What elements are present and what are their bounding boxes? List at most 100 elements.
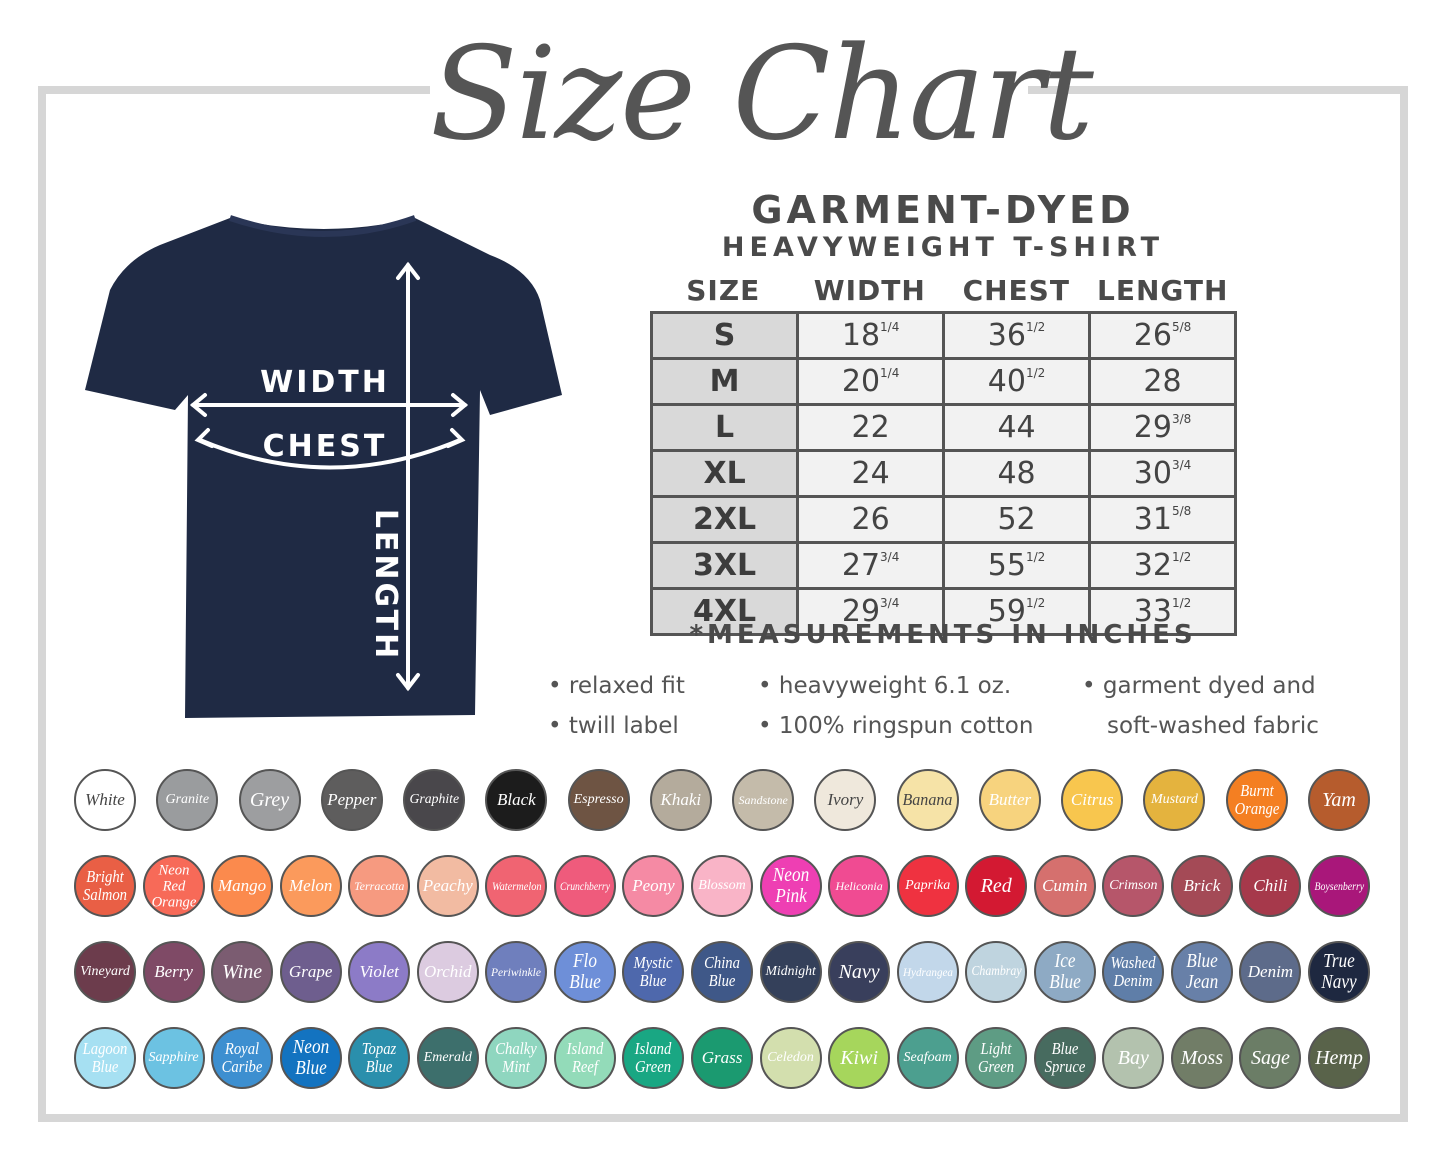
color-swatch-royal-caribe: Royal Caribe [211, 1027, 274, 1089]
swatch-label: Peony [632, 876, 675, 896]
color-swatch-neon-pink: Neon Pink [759, 855, 822, 917]
color-swatch-peony: Peony [622, 855, 685, 917]
header-length: LENGTH [1097, 274, 1229, 307]
fraction-value: 3/4 [880, 596, 900, 610]
swatch-label: Butter [988, 790, 1032, 810]
color-swatch-periwinkle: Periwinkle [485, 941, 548, 1003]
swatch-label: Mustard [1150, 791, 1198, 807]
swatch-label: China Blue [704, 953, 740, 990]
color-swatch-true-navy: True Navy [1308, 941, 1370, 1003]
color-swatch-melon: Melon [279, 855, 342, 917]
whole-value: 28 [1143, 364, 1182, 399]
fraction-value: 3/8 [1171, 412, 1192, 426]
chest-cell: 401/2 [942, 357, 1092, 406]
color-swatch-island-green: Island Green [622, 1027, 685, 1089]
color-swatch-bay: Bay [1102, 1027, 1165, 1089]
swatch-label: Washed Denim [1110, 953, 1156, 990]
color-swatch-neon-red-orange: Neon Red Orange [142, 855, 205, 917]
swatch-label: Grass [701, 1048, 743, 1068]
color-swatch-seafoam: Seafoam [896, 1027, 959, 1089]
whole-value: 30 [1133, 456, 1172, 491]
length-cell: 331/2 [1088, 587, 1237, 636]
width-cell: 273/4 [796, 541, 946, 590]
whole-value: 40 [987, 364, 1026, 399]
swatch-label: Chalky Mint [495, 1039, 538, 1076]
swatch-label: Black [496, 790, 536, 810]
fraction-value: 1/2 [1025, 596, 1046, 610]
swatch-label: Heliconia [835, 878, 883, 893]
table-row: S 181/4 361/2 265/8 [649, 311, 1237, 360]
whole-value: 55 [987, 548, 1026, 583]
swatch-label: Yam [1322, 788, 1356, 811]
whole-value: 24 [851, 456, 890, 491]
color-swatch-berry: Berry [142, 941, 205, 1003]
length-cell: 293/8 [1088, 403, 1237, 452]
size-cell: L [649, 403, 800, 452]
swatch-label: Kiwi [840, 1046, 878, 1069]
fraction-value: 1/2 [1025, 550, 1046, 564]
swatch-label: Blue Spruce [1044, 1039, 1086, 1076]
color-swatch-burnt-orange: Burnt Orange [1225, 769, 1288, 831]
color-swatch-navy: Navy [828, 941, 891, 1003]
swatch-label: Seafoam [903, 1049, 952, 1065]
size-cell: 4XL [649, 587, 800, 636]
length-cell: 265/8 [1088, 311, 1237, 360]
swatch-label: Boysenberry [1314, 878, 1364, 893]
fraction-value: 1/2 [1171, 550, 1192, 564]
swatch-label: Granite [165, 791, 210, 807]
swatch-label: Moss [1180, 1046, 1223, 1069]
color-swatch-khaki: Khaki [649, 769, 712, 831]
color-swatch-white: White [74, 769, 136, 831]
swatch-label: Ice Blue [1048, 950, 1081, 993]
color-swatch-grape: Grape [279, 941, 342, 1003]
whole-value: 33 [1133, 594, 1172, 629]
swatch-label: True Navy [1321, 950, 1357, 993]
whole-value: 22 [851, 410, 890, 445]
color-swatch-citrus: Citrus [1061, 769, 1124, 831]
fraction-value: 1/4 [880, 320, 900, 334]
length-cell: 315/8 [1088, 495, 1237, 544]
color-swatch-grey: Grey [238, 769, 301, 831]
swatch-label: Sandstone [738, 792, 788, 807]
color-swatch-blue-jean: Blue Jean [1170, 941, 1233, 1003]
whole-value: 36 [987, 318, 1026, 353]
color-swatch-celedon: Celedon [759, 1027, 822, 1089]
swatch-label: Burnt Orange [1234, 781, 1280, 818]
color-swatch-yam: Yam [1308, 769, 1370, 831]
size-cell: 2XL [649, 495, 800, 544]
color-swatch-heliconia: Heliconia [828, 855, 891, 917]
header-width: WIDTH [813, 274, 926, 307]
color-swatch-ivory: Ivory [814, 769, 877, 831]
color-swatch-black: Black [485, 769, 548, 831]
color-swatch-moss: Moss [1170, 1027, 1233, 1089]
color-swatch-chili: Chili [1239, 855, 1302, 917]
whole-value: 26 [1133, 318, 1172, 353]
whole-value: 29 [1133, 410, 1172, 445]
swatch-label: Peachy [422, 876, 473, 896]
swatch-label: Crunchberry [559, 878, 610, 893]
whole-value: 18 [841, 318, 881, 353]
length-label: LENGTH [368, 509, 403, 661]
swatch-label: Celedon [767, 1049, 814, 1065]
width-cell: 201/4 [796, 357, 946, 406]
swatch-label: Khaki [660, 790, 702, 810]
swatch-label: Cumin [1042, 876, 1088, 896]
width-cell: 22 [796, 403, 946, 452]
fraction-value: 5/8 [1171, 504, 1192, 518]
product-line1: GARMENT-DYED [751, 188, 1135, 232]
color-swatch-sage: Sage [1239, 1027, 1302, 1089]
swatch-label: Island Green [635, 1039, 672, 1076]
fraction-value: 1/2 [1025, 320, 1046, 334]
swatch-label: Midnight [765, 963, 816, 979]
swatch-label: Flo Blue [569, 950, 601, 993]
color-swatch-chalky-mint: Chalky Mint [485, 1027, 548, 1089]
swatch-label: Topaz Blue [361, 1039, 397, 1076]
swatch-label: White [85, 790, 125, 810]
swatch-label: Banana [902, 790, 953, 810]
color-swatch-grass: Grass [691, 1027, 753, 1089]
swatch-label: Orchid [424, 962, 472, 982]
color-swatch-violet: Violet [348, 941, 411, 1003]
color-swatch-peachy: Peachy [416, 855, 479, 917]
width-cell: 293/4 [796, 587, 946, 636]
feature: soft-washed fabric [1107, 713, 1319, 739]
